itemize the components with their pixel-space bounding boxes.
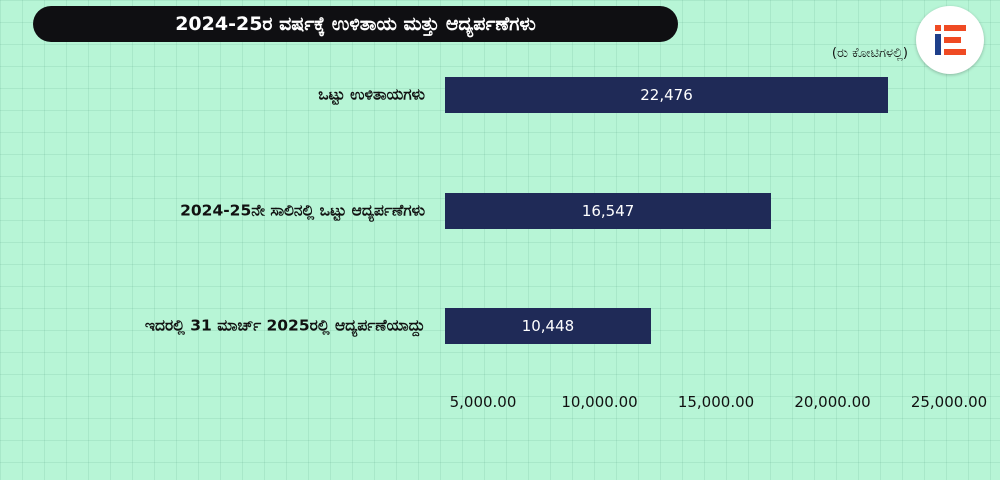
x-tick-label-3: 15,000.00	[677, 393, 755, 411]
category-label-2: 2024-25ನೇ ಸಾಲಿನಲ್ಲಿ ಒಟ್ಟು ಆದ್ಯರ್ಪಣೆಗಳು	[180, 201, 425, 220]
bar-1: 22,476	[445, 77, 888, 113]
x-tick-label-1: 5,000.00	[449, 393, 517, 411]
brand-logo-svg	[935, 25, 966, 55]
unit-label: (ರು ಕೋಟಿಗಳಲ್ಲಿ)	[831, 46, 908, 61]
category-label-3: ಇದರಲ್ಲಿ 31 ಮಾರ್ಚ್ 2025ರಲ್ಲಿ ಆದ್ಯರ್ಪಣೆಯಾದ…	[144, 316, 425, 335]
bar-value-label-2: 16,547	[581, 202, 635, 220]
bar-value-label-1: 22,476	[640, 86, 693, 104]
bar-value-label-3: 10,448	[521, 317, 575, 335]
category-label-1: ಒಟ್ಟು ಉಳಿತಾಯಗಳು	[318, 85, 425, 104]
bar-3: 10,448	[445, 308, 651, 344]
x-tick-label-4: 20,000.00	[794, 393, 871, 411]
chart-title-pill: 2024-25ರ ವರ್ಷಕ್ಕೆ ಉಳಿತಾಯ ಮತ್ತು ಆದ್ಯರ್ಪಣೆ…	[33, 6, 678, 42]
bar-2: 16,547	[445, 193, 772, 229]
x-tick-label-2: 10,000.00	[561, 393, 638, 411]
x-tick-label-5: 25,000.00	[910, 393, 988, 411]
brand-logo-e-icon	[916, 6, 984, 74]
chart-title: 2024-25ರ ವರ್ಷಕ್ಕೆ ಉಳಿತಾಯ ಮತ್ತು ಆದ್ಯರ್ಪಣೆ…	[175, 13, 536, 35]
